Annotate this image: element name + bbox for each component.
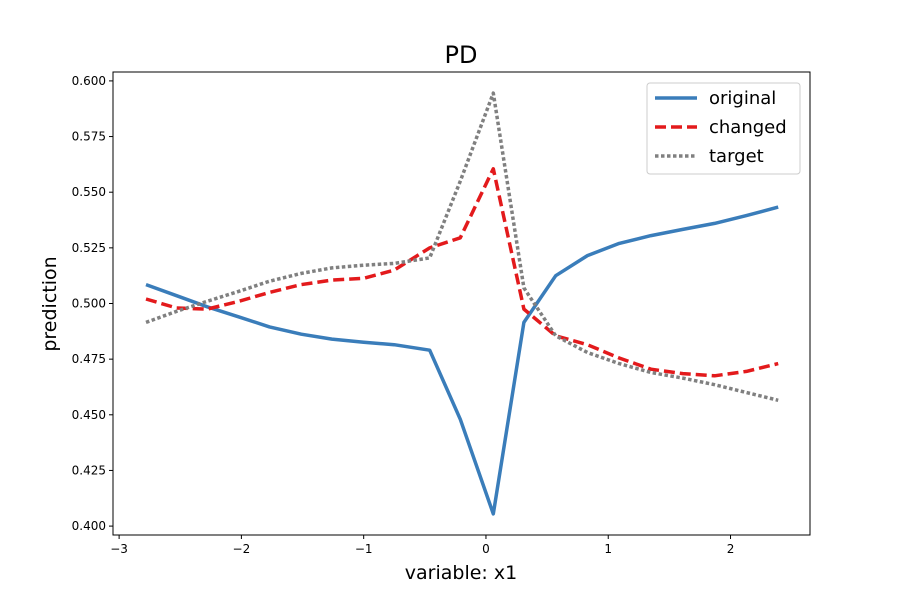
chart-title: PD [445,41,478,69]
series-line-original [145,205,779,516]
series-line-target [145,91,779,402]
y-tick-label: 0.425 [72,463,106,477]
y-tick-label: 0.400 [72,519,106,533]
legend-label-changed: changed [709,117,787,138]
series-line-changed [145,167,779,378]
y-tick-label: 0.525 [72,241,106,255]
legend-label-target: target [709,146,764,167]
y-axis-label: prediction [39,256,61,351]
legend-box [646,82,801,175]
x-tick-label: −3 [110,542,128,556]
y-tick-label: 0.575 [72,130,106,144]
y-tick-label: 0.600 [72,74,106,88]
y-tick-label: 0.450 [72,408,106,422]
y-tick-label: 0.550 [72,185,106,199]
y-tick-label: 0.500 [72,297,106,311]
x-axis-label: variable: x1 [405,562,517,584]
legend-label-original: original [709,88,776,109]
x-tick-label: −1 [355,542,373,556]
x-tick-label: −2 [233,542,251,556]
plot-area [145,91,779,516]
legend: original changed target [646,82,801,175]
y-tick-label: 0.475 [72,352,106,366]
x-tick-label: 2 [727,542,735,556]
x-tick-label: 1 [604,542,612,556]
x-tick-label: 0 [482,542,490,556]
